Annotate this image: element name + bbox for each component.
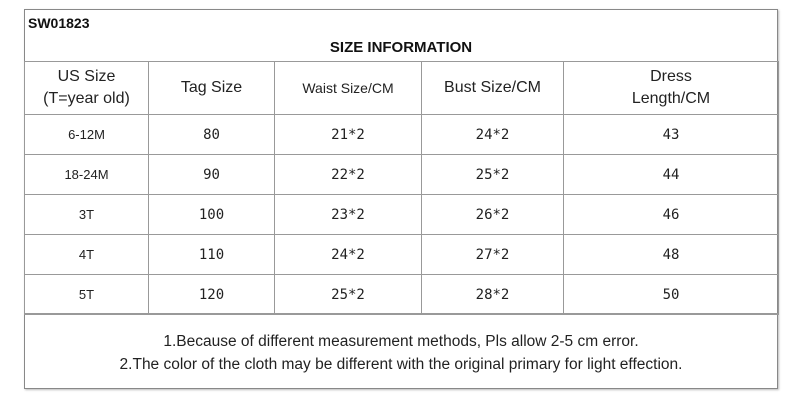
cell-us-size: 3T (24, 194, 149, 235)
cell-tag-size: 110 (148, 234, 275, 275)
cell-bust-size: 26*2 (421, 194, 564, 235)
table-row: 18-24M 90 22*2 25*2 44 (24, 154, 779, 195)
cell-bust-size: 25*2 (421, 154, 564, 195)
header-dress-line2: Length/CM (631, 90, 711, 107)
cell-us-size: 5T (24, 274, 149, 315)
cell-dress-length: 43 (563, 114, 779, 155)
table-row: 6-12M 80 21*2 24*2 43 (24, 114, 779, 155)
cell-waist-size: 25*2 (274, 274, 422, 315)
cell-us-size: 6-12M (24, 114, 149, 155)
header-us-size-line2: (T=year old) (43, 90, 130, 107)
cell-tag-size: 90 (148, 154, 275, 195)
cell-us-size: 4T (24, 234, 149, 275)
cell-bust-size: 28*2 (421, 274, 564, 315)
table-row: 3T 100 23*2 26*2 46 (24, 194, 779, 235)
size-table: SW01823 SIZE INFORMATION US Size (T=year … (24, 9, 779, 389)
notes: 1.Because of different measurement metho… (24, 313, 778, 389)
cell-dress-length: 46 (563, 194, 779, 235)
table-row: 5T 120 25*2 28*2 50 (24, 274, 779, 315)
table-row: 4T 110 24*2 27*2 48 (24, 234, 779, 275)
note-1: 1.Because of different measurement metho… (163, 333, 639, 350)
table-title: SIZE INFORMATION (329, 39, 473, 56)
cell-bust-size: 24*2 (421, 114, 564, 155)
cell-dress-length: 48 (563, 234, 779, 275)
cell-bust-size: 27*2 (421, 234, 564, 275)
cell-tag-size: 80 (148, 114, 275, 155)
header-dress-line1: Dress (650, 68, 692, 85)
cell-tag-size: 120 (148, 274, 275, 315)
cell-waist-size: 23*2 (274, 194, 422, 235)
cell-us-size: 18-24M (24, 154, 149, 195)
header-dress-length: Dress Length/CM (563, 61, 779, 115)
cell-waist-size: 24*2 (274, 234, 422, 275)
note-2: 2.The color of the cloth may be differen… (119, 356, 683, 373)
cell-dress-length: 50 (563, 274, 779, 315)
cell-waist-size: 22*2 (274, 154, 422, 195)
header-tag-size: Tag Size (148, 61, 275, 115)
header-bust-size: Bust Size/CM (421, 61, 564, 115)
size-grid: US Size (T=year old) Tag Size Waist Size/… (24, 61, 779, 315)
cell-dress-length: 44 (563, 154, 779, 195)
header-waist-size: Waist Size/CM (274, 61, 422, 115)
cell-waist-size: 21*2 (274, 114, 422, 155)
header-us-size: US Size (T=year old) (24, 61, 149, 115)
cell-tag-size: 100 (148, 194, 275, 235)
product-code: SW01823 (28, 15, 90, 31)
header-row: US Size (T=year old) Tag Size Waist Size/… (24, 61, 779, 115)
header-us-size-line1: US Size (57, 68, 116, 85)
